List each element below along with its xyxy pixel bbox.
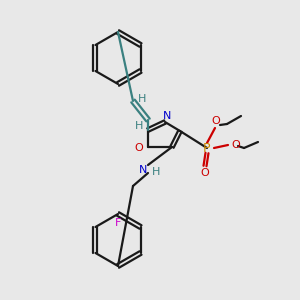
Text: N: N xyxy=(163,111,171,121)
Text: N: N xyxy=(139,165,147,175)
Text: O: O xyxy=(232,140,240,150)
Text: F: F xyxy=(115,218,121,228)
Text: H: H xyxy=(138,94,146,104)
Text: O: O xyxy=(201,168,209,178)
Text: O: O xyxy=(212,116,220,126)
Text: O: O xyxy=(135,143,143,153)
Text: H: H xyxy=(152,167,160,177)
Text: H: H xyxy=(135,121,143,131)
Text: P: P xyxy=(203,142,211,154)
